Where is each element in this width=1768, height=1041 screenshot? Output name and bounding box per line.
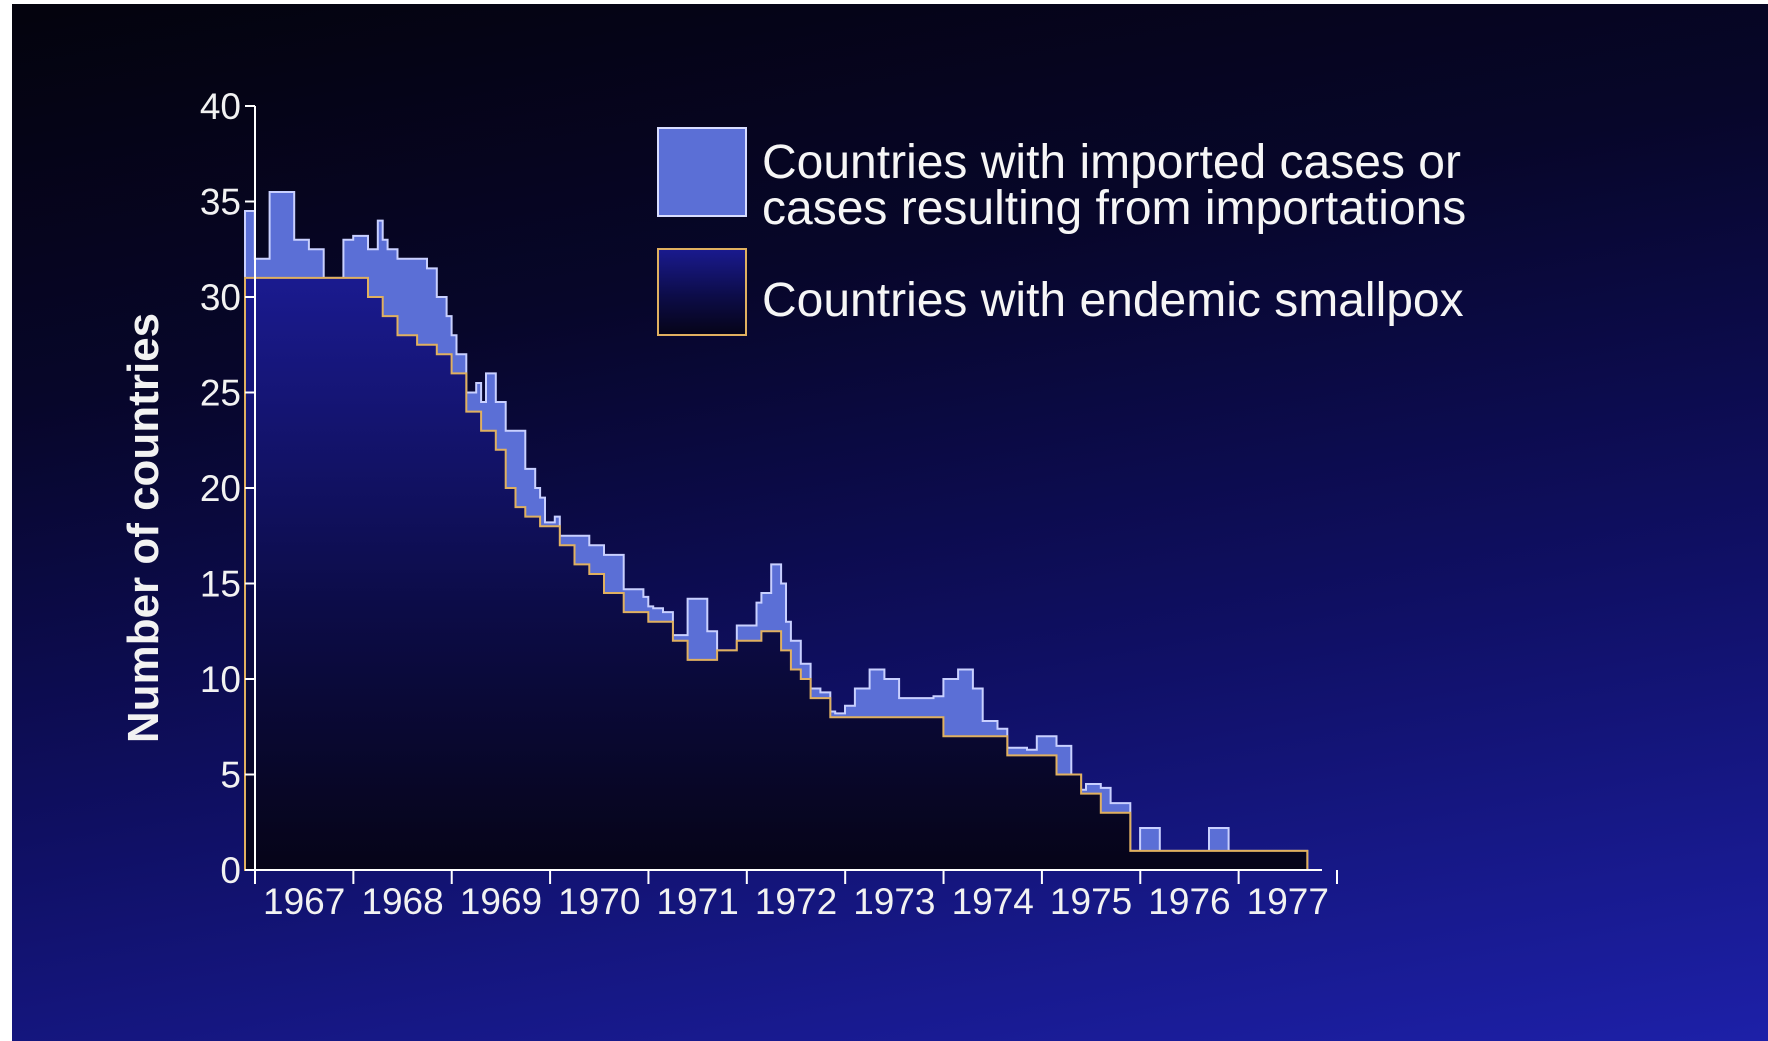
endemic-area [244,276,1309,871]
legend-swatch-imported [657,127,747,217]
legend-label-imported: cases resulting from importations [762,182,1466,235]
y-tick-label: 35 [200,182,241,223]
legend-swatch-endemic [657,248,747,336]
x-tick-label: 1970 [558,881,640,922]
x-tick-label: 1969 [460,881,542,922]
x-tick-label: 1973 [853,881,935,922]
smallpox-chart: 0 5 10 15 20 25 30 35 40 1967 1968 1969 1970 1971 197… [119,86,1466,922]
y-axis-title: Number of countries [119,313,168,743]
legend-label-imported: Countries with imported cases or [762,136,1461,189]
y-tick-label: 0 [220,850,241,891]
y-tick-label: 20 [200,468,241,509]
x-tick-label: 1974 [952,881,1034,922]
x-tick-label: 1976 [1148,881,1230,922]
y-tick-label: 25 [200,373,241,414]
x-tick-label: 1971 [656,881,738,922]
chart-slide: 0 5 10 15 20 25 30 35 40 1967 1968 1969 1970 1971 197… [12,4,1768,1041]
y-tick-label: 10 [200,659,241,700]
y-tick-label: 15 [200,564,241,605]
x-tick-label: 1975 [1050,881,1132,922]
x-tick-label: 1968 [361,881,443,922]
x-axis-ticks: 1967 1968 1969 1970 1971 1972 1973 1974 1975 1976… [254,870,1338,922]
y-axis-ticks: 0 5 10 15 20 25 30 35 40 [200,86,255,891]
x-tick-label: 1977 [1247,881,1329,922]
endemic-series [244,276,1309,871]
x-tick-label: 1967 [263,881,345,922]
x-tick-label: 1972 [755,881,837,922]
legend-label-endemic: Countries with endemic smallpox [762,274,1464,327]
y-tick-label: 5 [220,755,241,796]
y-tick-label: 30 [200,277,241,318]
y-tick-label: 40 [200,86,241,127]
